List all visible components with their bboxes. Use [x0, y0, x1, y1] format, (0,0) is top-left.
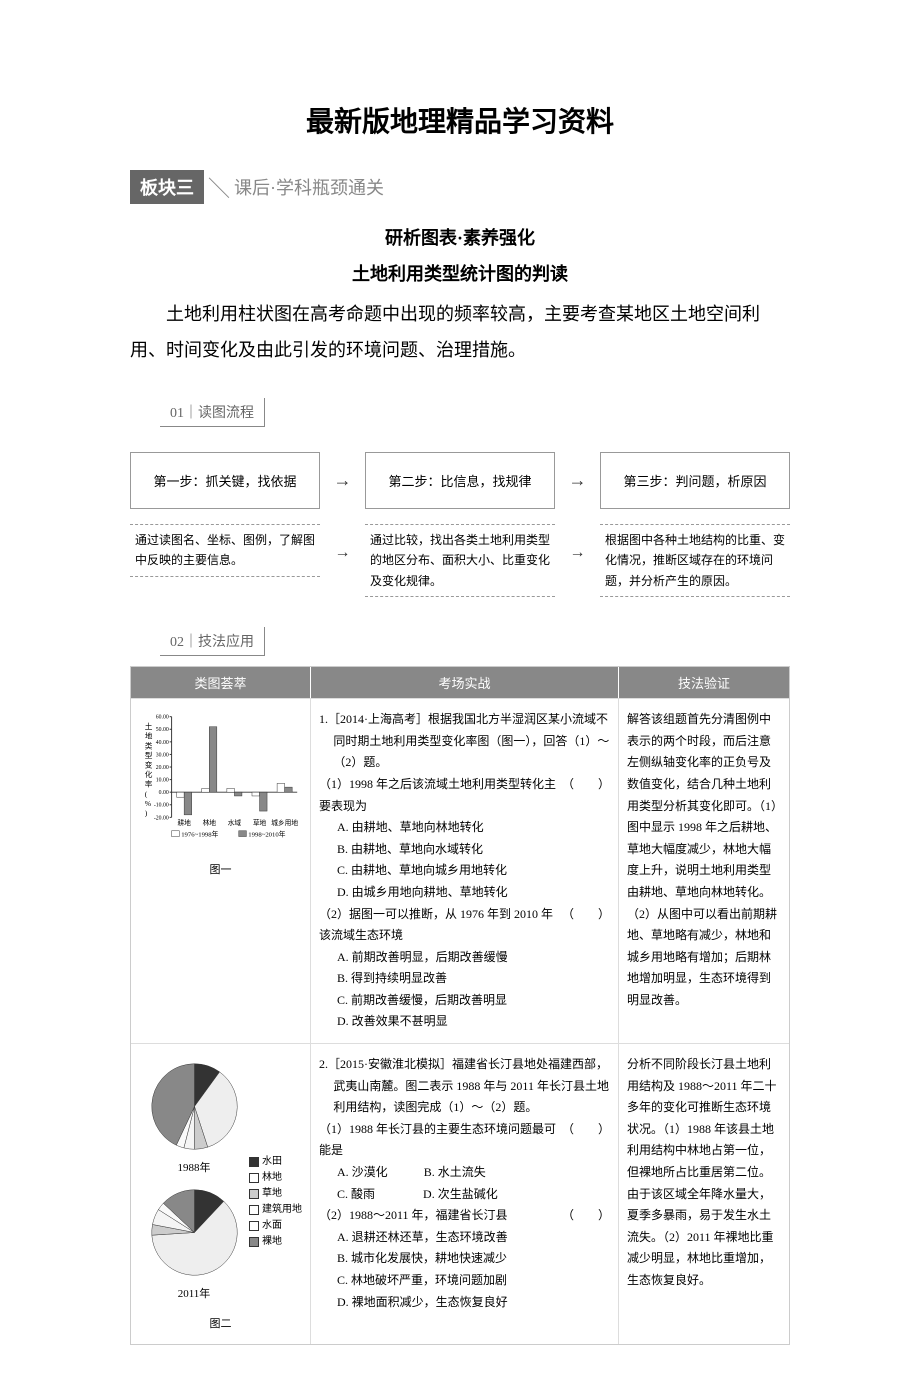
pie-chart-1988 [147, 1059, 242, 1154]
table-header-row: 类图荟萃 考场实战 技法验证 [131, 667, 789, 698]
answer-cell-2: 分析不同阶段长汀县土地利用结构及 1988～2011 年二十多年的变化可推断生态… [619, 1044, 789, 1344]
q1-2-opt-c: C. 前期改善缓慢，后期改善明显 [319, 990, 610, 1012]
pie-label-1988: 1988年 [139, 1159, 249, 1179]
svg-text:型: 型 [145, 751, 153, 760]
pie-legend: 水田林地草地建筑用地水面裸地 [249, 1154, 302, 1250]
q1-opt-c: C. 由耕地、草地向城乡用地转化 [319, 860, 610, 882]
q1-2-opt-a: A. 前期改善明显，后期改善缓慢 [319, 947, 610, 969]
svg-text:20.00: 20.00 [156, 765, 169, 771]
q1-opt-b: B. 由耕地、草地向水域转化 [319, 839, 610, 861]
svg-text:变: 变 [145, 760, 153, 770]
svg-text:-20.00: -20.00 [154, 815, 169, 821]
arrow-icon: → [570, 544, 586, 562]
flow-box-3: 第三步：判问题，析原因 [600, 452, 790, 509]
q2-lead: 2.［2015·安徽淮北模拟］福建省长汀县地处福建西部，武夷山南麓。图二表示 1… [319, 1054, 610, 1119]
chart-cell-2: 1988年 2011年 水田林地草地建筑用地水面裸地 图二 [131, 1044, 311, 1344]
svg-text:): ) [145, 809, 148, 818]
arrow-icon: → [569, 470, 587, 491]
svg-text:30.00: 30.00 [156, 753, 169, 759]
step-label-flow: 01｜读图流程 [160, 398, 265, 427]
q1-opt-a: A. 由耕地、草地向林地转化 [319, 817, 610, 839]
intro-paragraph: 土地利用柱状图在高考命题中出现的频率较高，主要考查某地区土地空间利用、时间变化及… [130, 296, 790, 368]
svg-text:土: 土 [145, 721, 153, 731]
q-paren: （ ） [562, 1119, 610, 1162]
section-bar: 板块三 ＼ 课后·学科瓶颈通关 [130, 170, 790, 204]
q1-2-opt-d: D. 改善效果不甚明显 [319, 1011, 610, 1033]
svg-text:水域: 水域 [228, 818, 242, 827]
q1-lead: 1.［2014·上海高考］根据我国北方半湿润区某小流域不同时期土地利用类型变化率… [319, 709, 610, 774]
q2-sub2: （2）1988～2011 年，福建省长汀县 [319, 1205, 508, 1227]
svg-text:0.00: 0.00 [159, 790, 169, 796]
q1-2-opt-b: B. 得到持续明显改善 [319, 968, 610, 990]
svg-text:-10.00: -10.00 [154, 803, 169, 809]
flow-box-2: 第二步：比信息，找规律 [365, 452, 555, 509]
q2-opt-a: A. 沙漠化 [337, 1165, 388, 1179]
table-row: 1988年 2011年 水田林地草地建筑用地水面裸地 图二 2.［2015·安徽… [131, 1043, 789, 1344]
section-badge: 板块三 [130, 170, 204, 204]
flow-desc-1: 通过读图名、坐标、图例，了解图中反映的主要信息。 [130, 524, 320, 577]
svg-text:60.00: 60.00 [156, 715, 169, 721]
question-cell-1: 1.［2014·上海高考］根据我国北方半湿润区某小流域不同时期土地利用类型变化率… [311, 699, 619, 1043]
q1-sub1: （1）1998 年之后该流域土地利用类型转化主要表现为 [319, 774, 562, 817]
q2-2-opt-c: C. 林地破坏严重，环境问题加剧 [319, 1270, 610, 1292]
arrow-icon: → [335, 544, 351, 562]
chart-caption-2: 图二 [139, 1315, 302, 1335]
flow-row: 第一步：抓关键，找依据 → 第二步：比信息，找规律 → 第三步：判问题，析原因 [130, 452, 790, 509]
svg-text:1976~1998年: 1976~1998年 [181, 830, 218, 839]
svg-text:%: % [145, 799, 152, 808]
flow-desc-row: 通过读图名、坐标、图例，了解图中反映的主要信息。 → 通过比较，找出各类土地利用… [130, 524, 790, 597]
q2-opt-d: D. 次生盐碱化 [423, 1187, 498, 1201]
table-row: 土地类型变化率(%) 60.00 50.00 40.00 30.00 20.00 10.00… [131, 698, 789, 1043]
answer-cell-1: 解答该组题首先分清图例中表示的两个时段，而后注意左侧纵轴变化率的正负号及数值变化… [619, 699, 789, 1043]
section-subtitle: 课后·学科瓶颈通关 [234, 174, 384, 200]
table-header-1: 类图荟萃 [131, 667, 311, 698]
bar-chart: 土地类型变化率(%) 60.00 50.00 40.00 30.00 20.00 10.00… [139, 709, 302, 849]
svg-text:50.00: 50.00 [156, 727, 169, 733]
svg-text:城乡用地: 城乡用地 [271, 818, 298, 827]
q-paren: （ ） [562, 1205, 610, 1227]
q2-2-opt-d: D. 裸地面积减少，生态恢复良好 [319, 1292, 610, 1314]
table-header-3: 技法验证 [619, 667, 789, 698]
svg-text:10.00: 10.00 [156, 778, 169, 784]
q1-opt-d: D. 由城乡用地向耕地、草地转化 [319, 882, 610, 904]
chart-cell-1: 土地类型变化率(%) 60.00 50.00 40.00 30.00 20.00 10.00… [131, 699, 311, 1043]
svg-text:类: 类 [145, 740, 153, 750]
centered-line-1: 研析图表·素养强化 [130, 224, 790, 250]
flow-desc-3: 根据图中各种土地结构的比重、变化情况，推断区域存在的环境问题，并分析产生的原因。 [600, 524, 790, 597]
q-paren: （ ） [562, 774, 610, 817]
q-paren: （ ） [562, 904, 610, 947]
svg-text:1998~2010年: 1998~2010年 [248, 830, 285, 839]
svg-text:林地: 林地 [203, 818, 217, 827]
section-divider: ＼ [208, 171, 230, 203]
practice-table: 类图荟萃 考场实战 技法验证 土地类型变化率(%) 60.00 50.00 40.00… [130, 666, 790, 1345]
question-cell-2: 2.［2015·安徽淮北模拟］福建省长汀县地处福建西部，武夷山南麓。图二表示 1… [311, 1044, 619, 1344]
svg-text:地: 地 [145, 731, 153, 741]
q2-opt-c: C. 酸雨 [337, 1187, 375, 1201]
q2-opt-b: B. 水土流失 [424, 1165, 486, 1179]
svg-text:40.00: 40.00 [156, 740, 169, 746]
arrow-icon: → [334, 470, 352, 491]
q2-2-opt-b: B. 城市化发展快，耕地快速减少 [319, 1248, 610, 1270]
q1-sub2: （2）据图一可以推断，从 1976 年到 2010 年该流域生态环境 [319, 904, 562, 947]
q2-sub1: （1）1988 年长汀县的主要生态环境问题最可能是 [319, 1119, 562, 1162]
step-label-apply: 02｜技法应用 [160, 627, 265, 656]
table-header-2: 考场实战 [311, 667, 619, 698]
page-title: 最新版地理精品学习资料 [130, 100, 790, 140]
flow-desc-2: 通过比较，找出各类土地利用类型的地区分布、面积大小、比重变化及变化规律。 [365, 524, 555, 597]
centered-line-2: 土地利用类型统计图的判读 [130, 260, 790, 286]
pie-chart-2011 [147, 1185, 242, 1280]
svg-text:(: ( [145, 789, 148, 798]
q2-2-opt-a: A. 退耕还林还草，生态环境改善 [319, 1227, 610, 1249]
svg-text:草地: 草地 [253, 818, 267, 827]
chart-caption-1: 图一 [139, 861, 302, 881]
flow-box-1: 第一步：抓关键，找依据 [130, 452, 320, 509]
svg-text:化: 化 [145, 769, 153, 779]
svg-text:耕地: 耕地 [177, 818, 191, 827]
svg-text:率: 率 [145, 779, 153, 789]
